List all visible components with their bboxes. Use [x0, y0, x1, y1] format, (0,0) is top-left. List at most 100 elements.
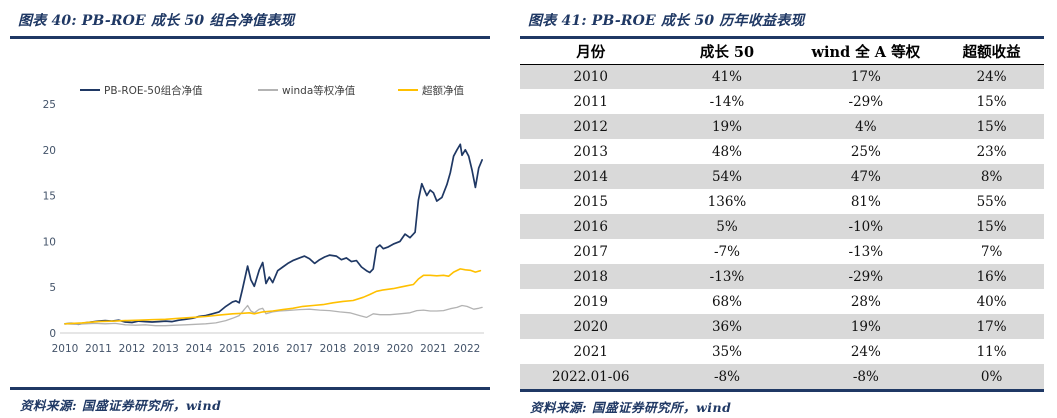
figure-40-panel: 图表 40: PB-ROE 成长 50 组合净值表现 PB-ROE-50组合净值… [10, 8, 490, 414]
x-tick-label: 2011 [85, 343, 112, 355]
x-tick-label: 2021 [420, 343, 447, 355]
table-cell: 2010 [520, 64, 662, 89]
figure-41-title: 图表 41: PB-ROE 成长 50 历年收益表现 [528, 13, 805, 29]
table-cell: 2020 [520, 314, 662, 339]
x-tick-label: 2013 [152, 343, 179, 355]
table-row: 2015 136% 81% 55% [520, 189, 1044, 214]
table-cell: 5% [661, 214, 793, 239]
table-cell: 2021 [520, 339, 662, 364]
x-tick-label: 2012 [119, 343, 146, 355]
column-header-3: 超额收益 [939, 39, 1044, 65]
table-cell: 16% [939, 264, 1044, 289]
table-row: 2013 48% 25% 23% [520, 139, 1044, 164]
figure-40-title-rule [10, 36, 490, 39]
table-cell: 2018 [520, 264, 662, 289]
table-cell: -10% [792, 214, 940, 239]
table-header: 月份 成长 50 wind 全 A 等权 超额收益 [520, 39, 1044, 65]
table-cell: 81% [792, 189, 940, 214]
table-row: 2019 68% 28% 40% [520, 289, 1044, 314]
table-cell: -8% [661, 364, 793, 389]
table-row: 2022.01-06 -8% -8% 0% [520, 364, 1044, 389]
table-row: 2016 5% -10% 15% [520, 214, 1044, 239]
legend-label-0: PB-ROE-50组合净值 [104, 84, 203, 97]
table-cell: 2019 [520, 289, 662, 314]
x-tick-label: 2018 [320, 343, 347, 355]
table-cell: -29% [792, 264, 940, 289]
table-cell: 24% [939, 64, 1044, 89]
legend-label-1: winda等权净值 [282, 84, 356, 97]
table-cell: 54% [661, 164, 793, 189]
chart-legend: PB-ROE-50组合净值 winda等权净值 超额净值 [80, 84, 464, 97]
table-row: 2011 -14% -29% 15% [520, 89, 1044, 114]
table-cell: 68% [661, 289, 793, 314]
x-axis-labels: 2010 2011 2012 2013 2014 2015 2016 2017 2018 2019… [52, 343, 481, 355]
table-row: 2017 -7% -13% 7% [520, 239, 1044, 264]
column-header-1: 成长 50 [661, 39, 793, 65]
table-cell: 28% [792, 289, 940, 314]
x-tick-label: 2020 [387, 343, 414, 355]
table-row: 2012 19% 4% 15% [520, 114, 1044, 139]
x-tick-label: 2017 [286, 343, 313, 355]
table-cell: -13% [661, 264, 793, 289]
table-cell: 4% [792, 114, 940, 139]
table-cell: 47% [792, 164, 940, 189]
table-row: 2010 41% 17% 24% [520, 64, 1044, 89]
figure-41-source: 资料来源: 国盛证券研究所，wind [530, 399, 732, 415]
table-cell: 41% [661, 64, 793, 89]
y-tick-label: 25 [43, 99, 56, 111]
table-cell: 24% [792, 339, 940, 364]
table-cell: 19% [661, 114, 793, 139]
table-cell: 2015 [520, 189, 662, 214]
figure-41-title-rule [520, 36, 1044, 39]
figure-41-panel: 图表 41: PB-ROE 成长 50 历年收益表现 月份 成长 50 wind 全… [520, 8, 1044, 416]
table-cell: -29% [792, 89, 940, 114]
y-tick-label: 20 [43, 145, 56, 157]
table-cell: 25% [792, 139, 940, 164]
table-cell: 36% [661, 314, 793, 339]
y-tick-label: 10 [43, 236, 56, 248]
table-cell: 2014 [520, 164, 662, 189]
annual-returns-table: 月份 成长 50 wind 全 A 等权 超额收益 2010 41% 17% 24% 2011… [520, 39, 1044, 389]
series-line-1 [64, 304, 483, 327]
table-cell: -13% [792, 239, 940, 264]
x-tick-label: 2019 [353, 343, 380, 355]
table-row: 2021 35% 24% 11% [520, 339, 1044, 364]
x-tick-label: 2010 [52, 343, 79, 355]
x-tick-label: 2022 [454, 343, 481, 355]
table-cell: 2012 [520, 114, 662, 139]
table-cell: 40% [939, 289, 1044, 314]
figure-41-bottom-rule [520, 389, 1044, 392]
report-figures-row: 图表 40: PB-ROE 成长 50 组合净值表现 PB-ROE-50组合净值… [0, 8, 1057, 416]
y-tick-label: 5 [49, 282, 56, 294]
x-tick-label: 2014 [186, 343, 213, 355]
figure-40-source: 资料来源: 国盛证券研究所，wind [20, 397, 222, 413]
table-cell: -7% [661, 239, 793, 264]
table-cell: 23% [939, 139, 1044, 164]
table-cell: 17% [792, 64, 940, 89]
table-row: 2014 54% 47% 8% [520, 164, 1044, 189]
table-cell: 35% [661, 339, 793, 364]
figure-40-title: 图表 40: PB-ROE 成长 50 组合净值表现 [18, 13, 295, 29]
series-line-2 [64, 268, 482, 325]
table-cell: 55% [939, 189, 1044, 214]
table-cell: 15% [939, 89, 1044, 114]
y-tick-label: 15 [43, 191, 56, 203]
table-cell: -14% [661, 89, 793, 114]
table-cell: 11% [939, 339, 1044, 364]
table-cell: 0% [939, 364, 1044, 389]
column-header-0: 月份 [520, 39, 662, 65]
table-cell: 2017 [520, 239, 662, 264]
y-axis-labels: 0 5 10 15 20 25 [43, 99, 56, 340]
series-line-0 [64, 143, 483, 326]
table-cell: 7% [939, 239, 1044, 264]
table-cell: 19% [792, 314, 940, 339]
table-cell: 2022.01-06 [520, 364, 662, 389]
table-cell: 2013 [520, 139, 662, 164]
table-cell: 136% [661, 189, 793, 214]
table-cell: 48% [661, 139, 793, 164]
column-header-2: wind 全 A 等权 [792, 39, 940, 65]
figure-40-bottom-rule [10, 387, 490, 390]
table-cell: -8% [792, 364, 940, 389]
table-cell: 2016 [520, 214, 662, 239]
net-value-line-chart: PB-ROE-50组合净值 winda等权净值 超额净值 0 5 10 15 20 25 2010… [43, 84, 484, 355]
